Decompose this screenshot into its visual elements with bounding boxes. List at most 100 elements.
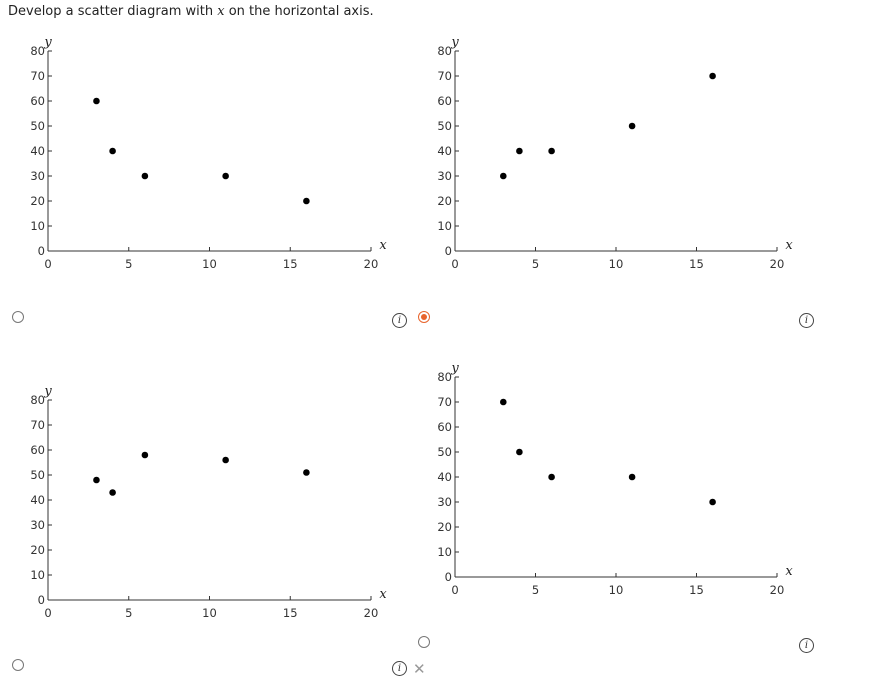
x-tick-label: 15 xyxy=(283,257,298,271)
y-axis-label: y xyxy=(450,35,459,50)
x-tick-label: 10 xyxy=(609,583,624,597)
info-icon[interactable]: i xyxy=(392,313,407,328)
x-tick-label: 5 xyxy=(532,583,539,597)
y-tick-label: 30 xyxy=(30,518,45,532)
data-point xyxy=(222,456,229,464)
y-tick-label: 50 xyxy=(437,119,452,133)
y-tick-label: 0 xyxy=(445,570,452,584)
y-tick-label: 0 xyxy=(445,244,452,258)
y-tick-label: 10 xyxy=(30,568,45,582)
data-point xyxy=(709,72,716,80)
y-tick-label: 60 xyxy=(437,94,452,108)
data-point xyxy=(500,398,507,406)
y-tick-label: 40 xyxy=(30,493,45,507)
data-point xyxy=(303,197,310,205)
x-tick-label: 20 xyxy=(364,606,379,620)
y-tick-label: 20 xyxy=(437,194,452,208)
x-tick-label: 0 xyxy=(451,583,458,597)
data-point xyxy=(222,172,229,180)
x-tick-label: 15 xyxy=(689,583,704,597)
y-tick-label: 20 xyxy=(30,194,45,208)
info-icon[interactable]: i xyxy=(799,638,814,653)
x-axis-label: x xyxy=(785,564,793,579)
x-tick-label: 0 xyxy=(44,257,51,271)
y-tick-label: 70 xyxy=(30,418,45,432)
x-tick-label: 5 xyxy=(125,257,132,271)
y-tick-label: 50 xyxy=(437,445,452,459)
y-axis-label: y xyxy=(43,35,52,50)
x-tick-label: 15 xyxy=(689,257,704,271)
prompt-text-after: on the horizontal axis. xyxy=(224,4,374,19)
option-b-radio[interactable] xyxy=(418,311,430,323)
y-tick-label: 80 xyxy=(30,44,45,58)
y-tick-label: 70 xyxy=(437,69,452,83)
data-point xyxy=(303,469,310,476)
x-axis-label: x xyxy=(379,587,387,602)
y-tick-label: 10 xyxy=(437,545,452,559)
scatter-chart-option-c: 0 10 20 30 40 50 60 70 80 0 5 10 15 20 y x xyxy=(30,384,387,620)
x-axis-label: x xyxy=(379,238,387,253)
info-icon[interactable]: i xyxy=(392,661,407,676)
info-icon[interactable]: i xyxy=(799,313,814,328)
y-tick-label: 30 xyxy=(30,169,45,183)
data-point xyxy=(109,147,116,155)
data-point xyxy=(500,172,507,180)
x-tick-label: 0 xyxy=(44,606,51,620)
y-tick-label: 0 xyxy=(38,244,45,258)
y-tick-label: 50 xyxy=(30,468,45,482)
x-tick-label: 10 xyxy=(202,257,217,271)
y-tick-label: 20 xyxy=(437,520,452,534)
data-point xyxy=(709,498,716,506)
data-point xyxy=(548,147,555,155)
x-mark-icon: ✕ xyxy=(413,660,426,678)
scatter-chart-option-b: 0 10 20 30 40 50 60 70 80 0 5 10 15 20 y x xyxy=(437,35,793,271)
data-point xyxy=(628,473,636,481)
y-tick-label: 60 xyxy=(30,94,45,108)
y-tick-label: 30 xyxy=(437,495,452,509)
y-tick-label: 20 xyxy=(30,543,45,557)
x-tick-label: 5 xyxy=(532,257,539,271)
x-axis-label: x xyxy=(785,238,793,253)
x-tick-label: 5 xyxy=(125,606,132,620)
scatter-chart-option-a: 0 10 20 30 40 50 60 70 80 0 5 10 15 20 y x xyxy=(30,35,387,271)
y-tick-label: 60 xyxy=(30,443,45,457)
y-tick-label: 80 xyxy=(30,393,45,407)
y-tick-label: 40 xyxy=(437,144,452,158)
y-axis-label: y xyxy=(450,361,459,376)
y-tick-label: 70 xyxy=(30,69,45,83)
y-tick-label: 40 xyxy=(437,470,452,484)
data-point xyxy=(141,451,149,459)
y-axis-label: y xyxy=(43,384,52,399)
y-tick-label: 40 xyxy=(30,144,45,158)
y-tick-label: 60 xyxy=(437,420,452,434)
data-point xyxy=(548,473,555,481)
data-point xyxy=(93,97,100,105)
x-tick-label: 0 xyxy=(451,257,458,271)
y-tick-label: 10 xyxy=(437,219,452,233)
y-tick-label: 10 xyxy=(30,219,45,233)
data-point xyxy=(628,122,636,130)
prompt-text-before: Develop a scatter diagram with xyxy=(8,4,218,19)
option-a-radio[interactable] xyxy=(12,311,24,323)
x-tick-label: 15 xyxy=(283,606,298,620)
y-tick-label: 50 xyxy=(30,119,45,133)
data-point xyxy=(109,489,116,496)
y-tick-label: 30 xyxy=(437,169,452,183)
prompt-variable: x xyxy=(217,4,225,19)
question-prompt: Develop a scatter diagram with x on the … xyxy=(8,4,374,19)
y-tick-label: 80 xyxy=(437,370,452,384)
y-tick-label: 80 xyxy=(437,44,452,58)
option-d-radio[interactable] xyxy=(418,636,430,648)
y-tick-label: 0 xyxy=(38,593,45,607)
data-point xyxy=(516,448,523,456)
data-point xyxy=(516,147,523,155)
x-tick-label: 20 xyxy=(364,257,379,271)
x-tick-label: 20 xyxy=(770,583,785,597)
option-c-radio[interactable] xyxy=(12,659,24,671)
data-point xyxy=(93,476,100,484)
scatter-chart-option-d: 0 10 20 30 40 50 60 70 80 0 5 10 15 20 y x xyxy=(437,361,793,597)
y-tick-label: 70 xyxy=(437,395,452,409)
data-point xyxy=(141,172,149,180)
x-tick-label: 20 xyxy=(770,257,785,271)
x-tick-label: 10 xyxy=(202,606,217,620)
